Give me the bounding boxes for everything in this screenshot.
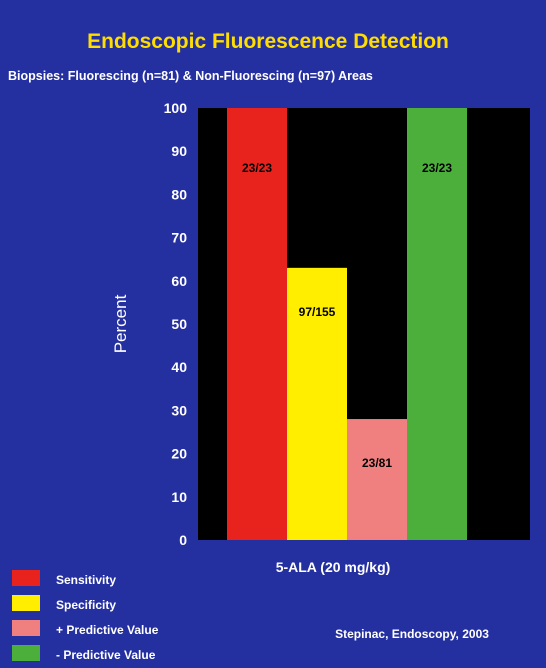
bar <box>347 419 407 540</box>
legend-label: Specificity <box>56 598 116 612</box>
bar-data-label: 97/155 <box>299 305 336 319</box>
y-tick-label: 90 <box>171 143 187 159</box>
chart-subtitle: Biopsies: Fluorescing (n=81) & Non-Fluor… <box>8 69 373 83</box>
bar-data-label: 23/23 <box>242 161 272 175</box>
legend-swatch <box>12 620 40 636</box>
y-tick-label: 20 <box>171 446 187 462</box>
legend-swatch <box>12 645 40 661</box>
y-tick-label: 40 <box>171 359 187 375</box>
y-tick-label: 70 <box>171 230 187 246</box>
y-tick-label: 30 <box>171 402 187 418</box>
y-tick-labels: 0 10 20 30 40 50 60 70 80 90 100 <box>164 100 188 548</box>
y-tick-label: 80 <box>171 186 187 202</box>
legend-label: - Predictive Value <box>56 648 156 662</box>
bar <box>287 267 347 540</box>
y-tick-label: 100 <box>164 100 188 116</box>
y-tick-label: 60 <box>171 273 187 289</box>
source-note: Stepinac, Endoscopy, 2003 <box>335 627 489 641</box>
bar-data-label: 23/81 <box>362 456 392 470</box>
y-tick-label: 50 <box>171 316 187 332</box>
chart-title: Endoscopic Fluorescence Detection <box>87 30 449 53</box>
bars-group <box>227 108 467 540</box>
legend-label: Sensitivity <box>56 573 116 587</box>
y-tick-label: 0 <box>179 532 187 548</box>
bar <box>407 108 467 540</box>
bar-labels-group: 23/23 97/155 23/81 23/23 <box>242 161 452 470</box>
legend-label: + Predictive Value <box>56 623 159 637</box>
y-axis-label: Percent <box>111 294 130 353</box>
y-tick-label: 10 <box>171 489 187 505</box>
legend: Sensitivity Specificity + Predictive Value… <box>12 570 159 662</box>
legend-swatch <box>12 595 40 611</box>
bar-data-label: 23/23 <box>422 161 452 175</box>
x-axis-label: 5-ALA (20 mg/kg) <box>276 559 391 575</box>
bar <box>227 108 287 540</box>
legend-swatch <box>12 570 40 586</box>
